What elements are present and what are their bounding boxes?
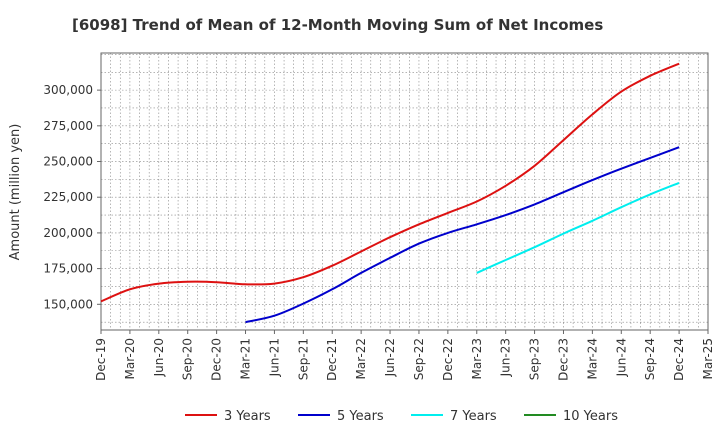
x-tick-label: Dec-21 — [325, 338, 339, 381]
plot-area-border — [100, 52, 709, 331]
x-tick-label: Dec-22 — [441, 338, 455, 381]
x-tick-label: Jun-20 — [152, 338, 166, 377]
series-line-3-years — [100, 62, 680, 303]
y-tick-label: 300,000 — [43, 83, 93, 97]
x-tick-label: Mar-23 — [470, 338, 484, 379]
y-tick-label: 250,000 — [43, 155, 93, 169]
legend-label-7-years: 7 Years — [450, 409, 497, 424]
series-lines — [100, 62, 680, 324]
x-tick-label: Jun-23 — [499, 338, 513, 377]
chart-title: [6098] Trend of Mean of 12-Month Moving … — [72, 16, 603, 34]
x-tick-label: Dec-20 — [210, 338, 224, 381]
x-tick-label: Jun-21 — [267, 338, 281, 377]
x-tick-label: Mar-20 — [123, 338, 137, 379]
series-line-7-years — [476, 181, 680, 274]
y-tick-label: 150,000 — [43, 297, 93, 311]
x-tick-label: Dec-23 — [556, 338, 570, 381]
x-tick-label: Dec-19 — [94, 338, 108, 381]
series-line-5-years — [245, 146, 680, 324]
x-tick-label: Mar-21 — [239, 338, 253, 379]
y-tick-label: 275,000 — [43, 119, 93, 133]
x-tick-label: Mar-24 — [585, 338, 599, 379]
x-axis-ticks: Dec-19 Mar-20 Jun-20 Sep-20 Dec-20 Mar-21 Jun-… — [94, 330, 715, 381]
x-tick-label: Dec-24 — [672, 338, 686, 381]
x-tick-label: Sep-24 — [643, 338, 657, 380]
x-tick-label: Sep-20 — [181, 338, 195, 380]
y-axis-ticks: 150,000 175,000 200,000 225,000 250,000 275,0… — [43, 83, 101, 311]
y-axis-label: Amount (million yen) — [8, 124, 23, 261]
legend-label-3-years: 3 Years — [224, 409, 271, 424]
y-tick-label: 175,000 — [43, 262, 93, 276]
grid — [100, 53, 708, 330]
legend-label-5-years: 5 Years — [337, 409, 384, 424]
x-tick-label: Sep-21 — [296, 338, 310, 380]
legend: 3 Years 5 Years 7 Years 10 Years — [185, 409, 618, 424]
x-tick-label: Jun-22 — [383, 338, 397, 377]
legend-label-10-years: 10 Years — [563, 409, 618, 424]
y-tick-label: 225,000 — [43, 190, 93, 204]
x-tick-label: Sep-22 — [412, 338, 426, 380]
x-tick-label: Sep-23 — [528, 338, 542, 380]
x-tick-label: Mar-25 — [701, 338, 715, 379]
y-tick-label: 200,000 — [43, 226, 93, 240]
x-tick-label: Jun-24 — [614, 338, 628, 377]
x-tick-label: Mar-22 — [354, 338, 368, 379]
